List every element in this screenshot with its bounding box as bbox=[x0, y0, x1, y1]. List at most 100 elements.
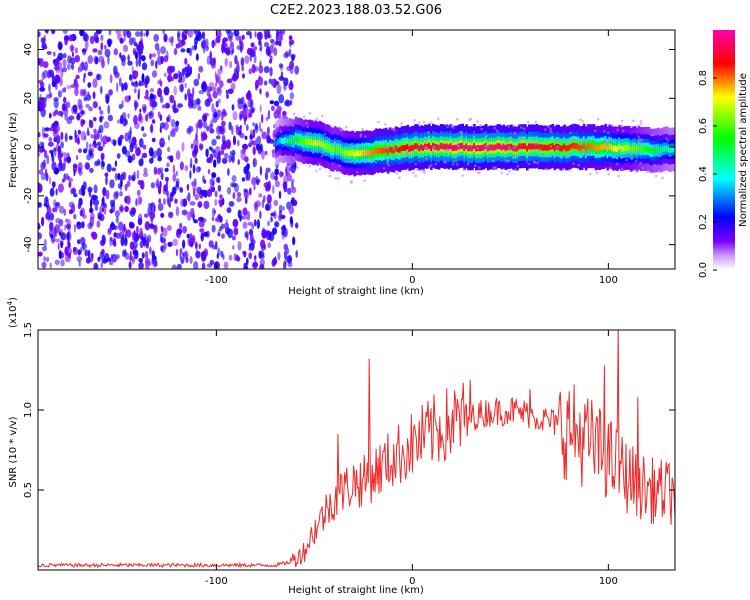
signal-cell bbox=[275, 140, 278, 147]
noise-blob bbox=[256, 180, 260, 186]
halo-dot bbox=[425, 146, 428, 149]
signal-cell bbox=[416, 143, 419, 150]
noise-blob bbox=[229, 182, 236, 188]
halo-dot bbox=[609, 166, 612, 170]
noise-blob bbox=[257, 76, 264, 86]
halo-dot bbox=[406, 152, 409, 155]
signal-cell bbox=[443, 144, 447, 150]
noise-blob bbox=[59, 77, 63, 86]
noise-blob bbox=[137, 91, 140, 100]
noise-blob bbox=[193, 138, 199, 148]
noise-blob bbox=[219, 199, 223, 208]
noise-blob bbox=[74, 87, 79, 97]
noise-blob bbox=[159, 95, 164, 104]
noise-blob bbox=[113, 48, 119, 56]
noise-blob bbox=[49, 221, 54, 232]
signal-cell bbox=[316, 140, 319, 147]
noise-blob bbox=[104, 48, 111, 58]
noise-blob bbox=[61, 103, 66, 112]
colorbar: 0.0 0.2 0.4 0.6 0.8 Normalized spectral ampl… bbox=[698, 30, 749, 278]
noise-blob bbox=[254, 66, 259, 72]
noise-blob bbox=[195, 132, 198, 141]
noise-blob bbox=[40, 172, 47, 181]
signal-cell bbox=[433, 143, 437, 150]
noise-blob bbox=[197, 201, 203, 208]
halo-dot bbox=[620, 119, 624, 123]
halo-dot bbox=[646, 170, 649, 173]
halo-dot bbox=[456, 163, 459, 166]
noise-blob bbox=[211, 224, 216, 233]
halo-dot bbox=[584, 139, 588, 142]
noise-blob bbox=[244, 135, 248, 140]
noise-blob bbox=[100, 85, 103, 95]
noise-blob bbox=[273, 100, 280, 107]
noise-blob bbox=[67, 241, 71, 249]
signal-cell bbox=[651, 147, 655, 154]
signal-cell bbox=[665, 145, 668, 152]
signal-cell bbox=[598, 145, 602, 151]
noise-blob bbox=[230, 82, 236, 91]
signal-cell bbox=[302, 139, 306, 146]
noise-blob bbox=[179, 161, 184, 171]
noise-blob bbox=[113, 237, 116, 246]
noise-blob bbox=[47, 141, 54, 147]
noise-blob bbox=[40, 161, 46, 171]
signal-cell bbox=[528, 143, 531, 150]
noise-blob bbox=[189, 201, 196, 206]
signal-cell bbox=[524, 143, 527, 150]
noise-blob bbox=[96, 220, 101, 228]
noise-blob bbox=[230, 156, 234, 162]
noise-blob bbox=[258, 39, 262, 46]
noise-blob bbox=[173, 99, 176, 109]
noise-blob bbox=[142, 144, 147, 150]
halo-dot bbox=[337, 177, 340, 180]
signal-cell bbox=[308, 138, 312, 145]
noise-blob bbox=[52, 111, 57, 117]
halo-dot bbox=[596, 117, 600, 121]
noise-blob bbox=[126, 30, 132, 39]
noise-blob bbox=[197, 105, 202, 111]
halo-dot bbox=[417, 121, 421, 124]
noise-blob bbox=[127, 155, 133, 163]
halo-dot bbox=[363, 151, 367, 154]
noise-blob bbox=[263, 66, 270, 74]
noise-blob bbox=[237, 139, 240, 147]
noise-blob bbox=[49, 187, 55, 197]
signal-cell bbox=[349, 150, 353, 157]
signal-cell bbox=[428, 142, 431, 149]
noise-blob bbox=[124, 84, 127, 90]
noise-blob bbox=[118, 104, 123, 109]
noise-blob bbox=[100, 133, 103, 143]
halo-dot bbox=[500, 143, 504, 147]
noise-blob bbox=[211, 148, 216, 153]
noise-blob bbox=[141, 62, 148, 71]
halo-dot bbox=[639, 161, 643, 165]
noise-blob bbox=[74, 54, 81, 63]
snr-content bbox=[38, 330, 675, 569]
noise-blob bbox=[242, 147, 246, 155]
noise-blob bbox=[288, 167, 294, 172]
halo-dot bbox=[476, 147, 480, 150]
noise-blob bbox=[176, 228, 183, 235]
halo-dot bbox=[642, 142, 646, 145]
noise-blob bbox=[141, 73, 145, 83]
halo-dot bbox=[427, 131, 430, 134]
noise-blob bbox=[259, 210, 262, 219]
noise-blob bbox=[198, 220, 205, 228]
halo-dot bbox=[332, 142, 336, 146]
noise-blob bbox=[235, 124, 239, 131]
noise-blob bbox=[254, 124, 259, 134]
signal-cell bbox=[639, 146, 643, 153]
colorbar-ticks: 0.0 0.2 0.4 0.6 0.8 bbox=[698, 70, 717, 278]
signal-cell bbox=[410, 145, 413, 152]
y-tick-label: 0 bbox=[23, 144, 34, 150]
noise-blob bbox=[274, 168, 280, 176]
noise-blob bbox=[104, 252, 110, 263]
noise-blob bbox=[184, 93, 187, 101]
signal-cell bbox=[486, 145, 490, 152]
noise-blob bbox=[187, 63, 190, 72]
signal-cell bbox=[582, 142, 586, 149]
noise-blob bbox=[76, 256, 83, 262]
signal-cell bbox=[418, 145, 421, 152]
noise-blob bbox=[90, 194, 97, 201]
